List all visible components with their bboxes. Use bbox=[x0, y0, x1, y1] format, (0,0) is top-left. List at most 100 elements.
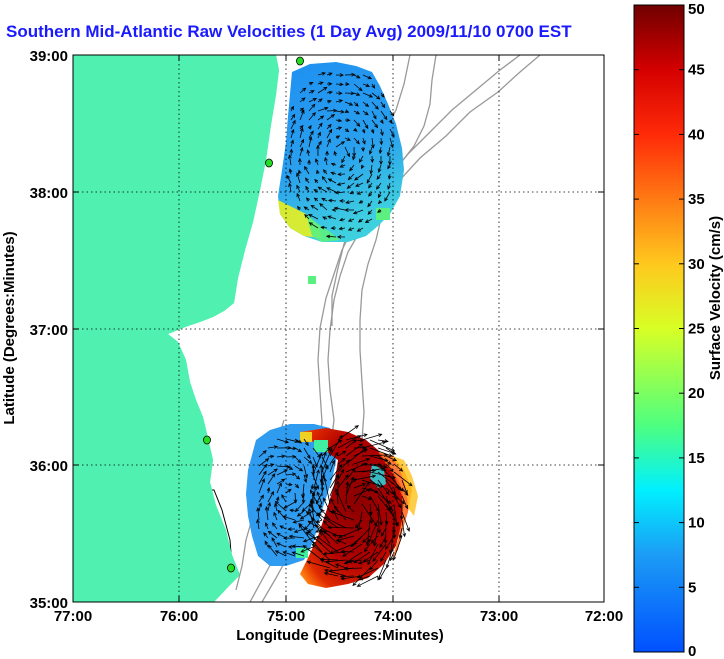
velocity-arrowhead bbox=[318, 452, 323, 457]
velocity-arrowhead bbox=[345, 459, 350, 464]
velocity-arrowhead bbox=[319, 81, 324, 86]
velocity-arrow bbox=[384, 191, 391, 202]
velocity-arrowhead bbox=[336, 539, 341, 543]
velocity-arrow bbox=[305, 186, 310, 193]
colorbar-tick-label: 50 bbox=[688, 1, 705, 18]
velocity-arrowhead bbox=[290, 105, 294, 111]
velocity-arrow bbox=[316, 491, 323, 505]
velocity-arrow bbox=[324, 516, 347, 529]
velocity-arrow bbox=[401, 487, 409, 496]
velocity-arrow bbox=[357, 227, 364, 232]
velocity-arrow bbox=[380, 101, 386, 108]
velocity-arrow bbox=[371, 101, 379, 110]
velocity-arrow bbox=[303, 492, 305, 503]
velocity-arrow bbox=[377, 511, 380, 533]
velocity-arrowhead bbox=[387, 185, 391, 190]
velocity-arrowhead bbox=[379, 141, 384, 146]
velocity-arrowhead bbox=[267, 530, 272, 535]
velocity-arrowhead bbox=[309, 489, 314, 494]
velocity-arrow bbox=[275, 550, 287, 557]
velocity-arrowhead bbox=[330, 114, 336, 118]
velocity-arrowhead bbox=[308, 136, 313, 141]
velocity-arrowhead bbox=[319, 202, 324, 207]
velocity-arrow bbox=[329, 543, 355, 554]
velocity-arrow bbox=[334, 506, 347, 521]
velocity-arrow bbox=[317, 87, 327, 94]
velocity-arrow bbox=[308, 104, 316, 112]
velocity-arrowhead bbox=[306, 149, 311, 154]
velocity-arrow bbox=[276, 483, 282, 494]
velocity-arrowhead bbox=[387, 460, 392, 465]
velocity-arrow bbox=[286, 175, 292, 184]
velocity-arrowhead bbox=[311, 543, 316, 548]
velocity-arrow bbox=[362, 74, 372, 79]
colorbar-tick-label: 25 bbox=[688, 321, 705, 338]
velocity-arrow bbox=[321, 509, 331, 521]
velocity-arrowhead bbox=[364, 111, 369, 116]
velocity-arrowhead bbox=[334, 563, 340, 567]
velocity-arrowhead bbox=[278, 482, 282, 487]
velocity-arrowhead bbox=[376, 175, 381, 180]
velocity-arrow bbox=[348, 559, 363, 563]
velocity-arrow bbox=[387, 182, 391, 190]
velocity-arrowhead bbox=[291, 113, 296, 119]
velocity-arrow bbox=[348, 227, 355, 231]
velocity-arrowhead bbox=[356, 191, 361, 195]
velocity-arrowhead bbox=[398, 534, 403, 540]
velocity-arrowhead bbox=[321, 475, 326, 480]
velocity-arrowhead bbox=[286, 464, 291, 469]
velocity-arrowhead bbox=[352, 582, 357, 587]
velocity-arrow bbox=[368, 519, 379, 543]
velocity-arrowhead bbox=[347, 176, 352, 181]
velocity-arrowhead bbox=[355, 92, 361, 96]
velocity-arrow bbox=[337, 459, 350, 473]
velocity-arrow bbox=[276, 438, 289, 443]
velocity-arrow bbox=[303, 456, 312, 464]
velocity-arrow bbox=[315, 158, 319, 166]
velocity-arrowhead bbox=[328, 82, 333, 86]
velocity-arrowhead bbox=[368, 94, 374, 98]
x-tick-label: 77:00 bbox=[54, 608, 92, 625]
velocity-arrowhead bbox=[358, 87, 363, 92]
velocity-arrow bbox=[345, 447, 367, 465]
velocity-arrow bbox=[271, 537, 278, 548]
velocity-arrow bbox=[285, 438, 299, 443]
velocity-arrowhead bbox=[271, 473, 276, 478]
velocity-arrow bbox=[322, 176, 328, 184]
velocity-arrow bbox=[361, 441, 386, 449]
velocity-arrowhead bbox=[301, 507, 306, 512]
velocity-arrowhead bbox=[281, 454, 286, 459]
velocity-arrowhead bbox=[300, 549, 305, 553]
velocity-arrowhead bbox=[327, 138, 331, 143]
velocity-arrowhead bbox=[334, 451, 339, 457]
velocity-arrowhead bbox=[367, 210, 372, 215]
velocity-arrow bbox=[294, 492, 297, 503]
velocity-arrowhead bbox=[299, 127, 304, 132]
y-tick-label: 36:00 bbox=[30, 458, 68, 475]
velocity-arrow bbox=[326, 124, 332, 130]
velocity-arrowhead bbox=[317, 454, 321, 459]
velocity-arrow bbox=[315, 492, 323, 504]
colorbar-tick-label: 15 bbox=[688, 450, 705, 467]
velocity-arrow bbox=[294, 456, 302, 463]
velocity-arrow bbox=[307, 561, 331, 569]
velocity-arrowhead bbox=[303, 526, 308, 531]
velocity-arrowhead bbox=[350, 91, 355, 96]
velocity-arrow bbox=[300, 546, 314, 553]
velocity-arrow bbox=[389, 551, 395, 561]
velocity-arrow bbox=[323, 497, 331, 513]
velocity-arrowhead bbox=[320, 225, 325, 230]
velocity-arrowhead bbox=[327, 198, 333, 203]
velocity-arrow bbox=[367, 200, 373, 207]
velocity-arrow bbox=[361, 468, 384, 473]
velocity-arrowhead bbox=[372, 115, 377, 120]
velocity-arrowhead bbox=[342, 552, 347, 557]
velocity-arrow bbox=[308, 214, 319, 220]
velocity-arrow bbox=[369, 511, 372, 524]
velocity-arrowhead bbox=[340, 549, 345, 554]
velocity-arrowhead bbox=[400, 500, 405, 505]
velocity-arrow bbox=[276, 455, 285, 458]
current-cell bbox=[300, 432, 312, 442]
velocity-arrowhead bbox=[342, 450, 347, 455]
velocity-arrowhead bbox=[368, 192, 373, 197]
